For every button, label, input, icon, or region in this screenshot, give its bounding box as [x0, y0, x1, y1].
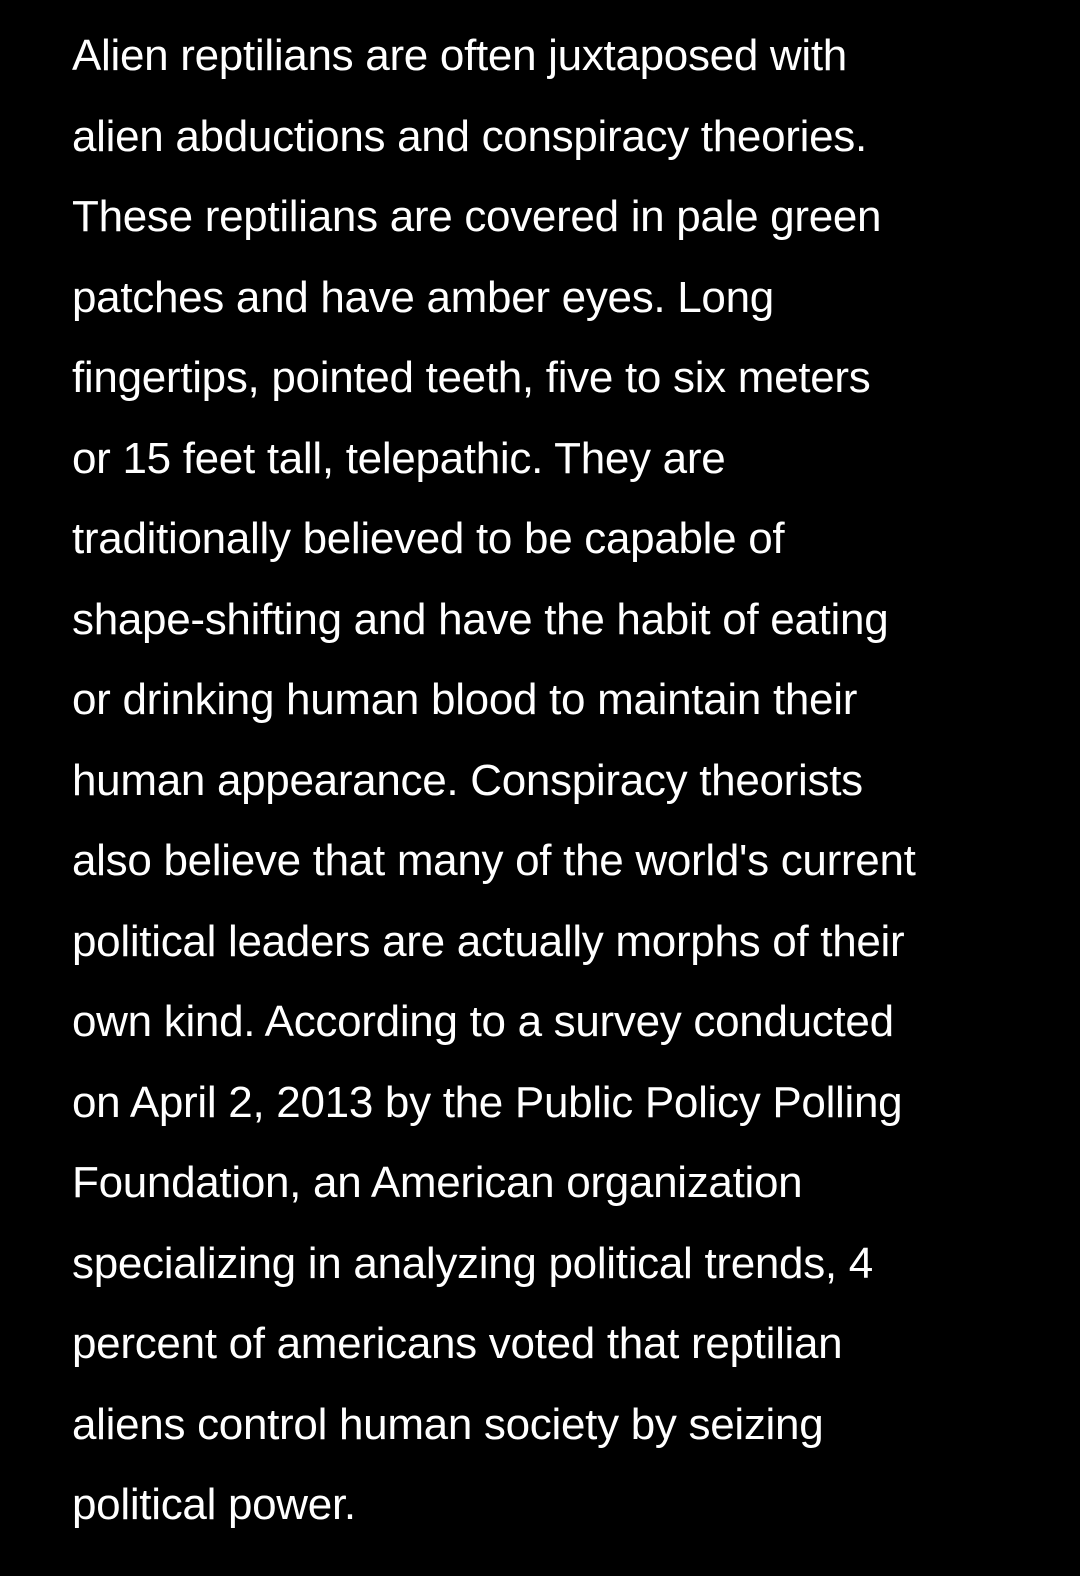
article-line: Alien reptilians are often juxtaposed wi…: [72, 31, 847, 80]
article-line: These reptilians are covered in pale gre…: [72, 192, 882, 241]
article-line: shape-shifting and have the habit of eat…: [72, 594, 889, 644]
article-line: own kind. According to a survey conducte…: [72, 997, 894, 1046]
article-line: aliens control human society by seizing: [72, 1399, 824, 1449]
article-line: political power.: [72, 1480, 356, 1529]
article-line: fingertips, pointed teeth, five to six m…: [72, 353, 871, 402]
article-line: Foundation, an American organization: [72, 1158, 803, 1207]
article-line: or 15 feet tall, telepathic. They are: [72, 433, 726, 483]
article-line: also believe that many of the world's cu…: [72, 836, 916, 885]
article-line: traditionally believed to be capable of: [72, 514, 785, 563]
article-line: or drinking human blood to maintain thei…: [72, 675, 858, 724]
article-line: on April 2, 2013 by the Public Policy Po…: [72, 1077, 903, 1127]
article-line: percent of americans voted that reptilia…: [72, 1319, 843, 1368]
article-body: Alien reptilians are often juxtaposed wi…: [72, 16, 1062, 1546]
article-line: human appearance. Conspiracy theorists: [72, 755, 863, 805]
article-line: political leaders are actually morphs of…: [72, 916, 905, 966]
article-line: alien abductions and conspiracy theories…: [72, 111, 867, 161]
article-line: patches and have amber eyes. Long: [72, 272, 774, 322]
article-line: specializing in analyzing political tren…: [72, 1238, 873, 1288]
